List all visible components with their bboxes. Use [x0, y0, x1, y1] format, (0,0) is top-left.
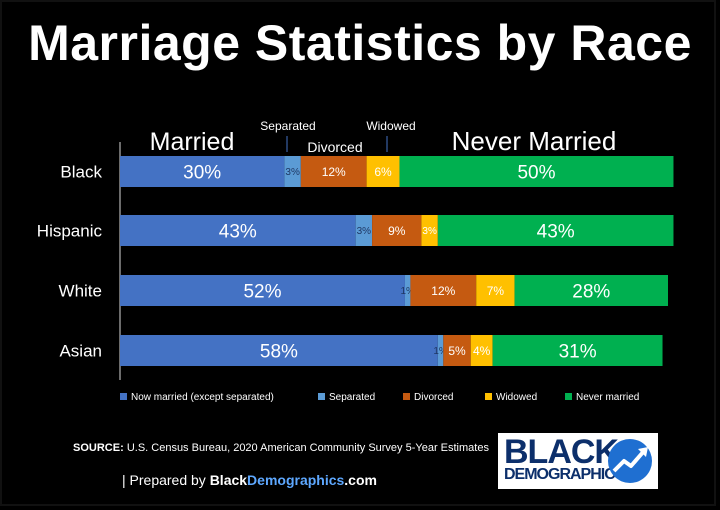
- bar-segment: [366, 156, 400, 187]
- data-label: 50%: [517, 162, 555, 183]
- legend-label: Separated: [329, 392, 375, 403]
- data-label: 7%: [487, 284, 505, 298]
- data-label: 43%: [537, 221, 575, 242]
- bar-segment: [120, 215, 356, 246]
- source-label: SOURCE:: [73, 442, 124, 454]
- prepared-site-c: .com: [344, 472, 377, 488]
- prepared-site-a: Black: [209, 472, 248, 488]
- data-label: 52%: [243, 281, 281, 302]
- annotation-label: Married: [150, 128, 235, 156]
- bar-segment: [492, 335, 663, 366]
- legend-label: Divorced: [414, 392, 453, 403]
- bar-segment: [437, 215, 674, 246]
- bar-segment: [399, 156, 674, 187]
- legend-label: Never married: [576, 392, 639, 403]
- source-text: U.S. Census Bureau, 2020 American Commun…: [126, 442, 489, 454]
- prepared-by: | Prepared by BlackDemographics.com: [122, 472, 377, 488]
- black-demographics-logo: BLACK DEMOGRAPHICS: [498, 433, 658, 489]
- category-label: Black: [60, 163, 102, 182]
- stacked-bar-chart: Black 30% 3% 12% 6% 50% Hispanic 43% 3% 9% 3% 43% Wh…: [37, 119, 674, 403]
- legend-swatch: [318, 393, 325, 400]
- data-label: 12%: [431, 284, 455, 298]
- data-label: 3%: [422, 226, 437, 237]
- category-label: White: [59, 282, 102, 301]
- prepared-prefix: | Prepared by: [122, 472, 210, 488]
- bar-segment: [470, 335, 493, 366]
- bar-segment: [421, 215, 438, 246]
- bar-segment: [410, 275, 477, 306]
- bar-segment: [443, 335, 471, 366]
- data-label: 4%: [473, 344, 491, 358]
- data-label: 58%: [260, 341, 298, 362]
- data-label: 43%: [219, 221, 257, 242]
- legend-swatch: [565, 393, 572, 400]
- bar-segment: [404, 275, 411, 306]
- data-label: 9%: [388, 224, 406, 238]
- bar-segment: [120, 335, 438, 366]
- bar-segment: [514, 275, 668, 306]
- legend-swatch: [403, 393, 410, 400]
- category-label: Asian: [59, 342, 102, 361]
- chart-title: Marriage Statistics by Race: [28, 15, 692, 71]
- bar-segment: [284, 156, 301, 187]
- data-label: 12%: [322, 165, 346, 179]
- data-label: 6%: [374, 165, 392, 179]
- source-note: SOURCE: U.S. Census Bureau, 2020 America…: [56, 440, 506, 457]
- bar-segment: [372, 215, 422, 246]
- data-label: 1%: [400, 286, 415, 297]
- logo-word-demographics: DEMOGRAPHICS: [504, 466, 625, 483]
- data-label: 1%: [433, 346, 448, 357]
- legend-label: Widowed: [496, 392, 537, 403]
- data-label: 31%: [559, 341, 597, 362]
- data-label: 30%: [183, 162, 221, 183]
- bar-segment: [120, 156, 285, 187]
- data-label: 28%: [572, 281, 610, 302]
- prepared-site-b: Demographics: [247, 472, 345, 488]
- category-label: Hispanic: [37, 222, 103, 241]
- annotation-label: Divorced: [307, 139, 362, 155]
- data-label: 3%: [357, 226, 372, 237]
- legend-label: Now married (except separated): [131, 392, 274, 403]
- legend-swatch: [120, 393, 127, 400]
- bar-segment: [437, 335, 444, 366]
- logo-word-black: BLACK: [504, 433, 619, 471]
- bar-segment: [300, 156, 367, 187]
- annotation-label: Never Married: [452, 126, 617, 156]
- legend-swatch: [485, 393, 492, 400]
- data-label: 5%: [448, 344, 466, 358]
- bar-segment: [120, 275, 405, 306]
- prepared-site: BlackDemographics.com: [210, 472, 377, 488]
- bar-segment: [355, 215, 373, 246]
- bar-segment: [476, 275, 515, 306]
- annotation-label: Separated: [260, 119, 315, 133]
- annotation-label: Widowed: [366, 119, 415, 133]
- data-label: 3%: [285, 167, 300, 178]
- trend-up-icon: [608, 439, 652, 483]
